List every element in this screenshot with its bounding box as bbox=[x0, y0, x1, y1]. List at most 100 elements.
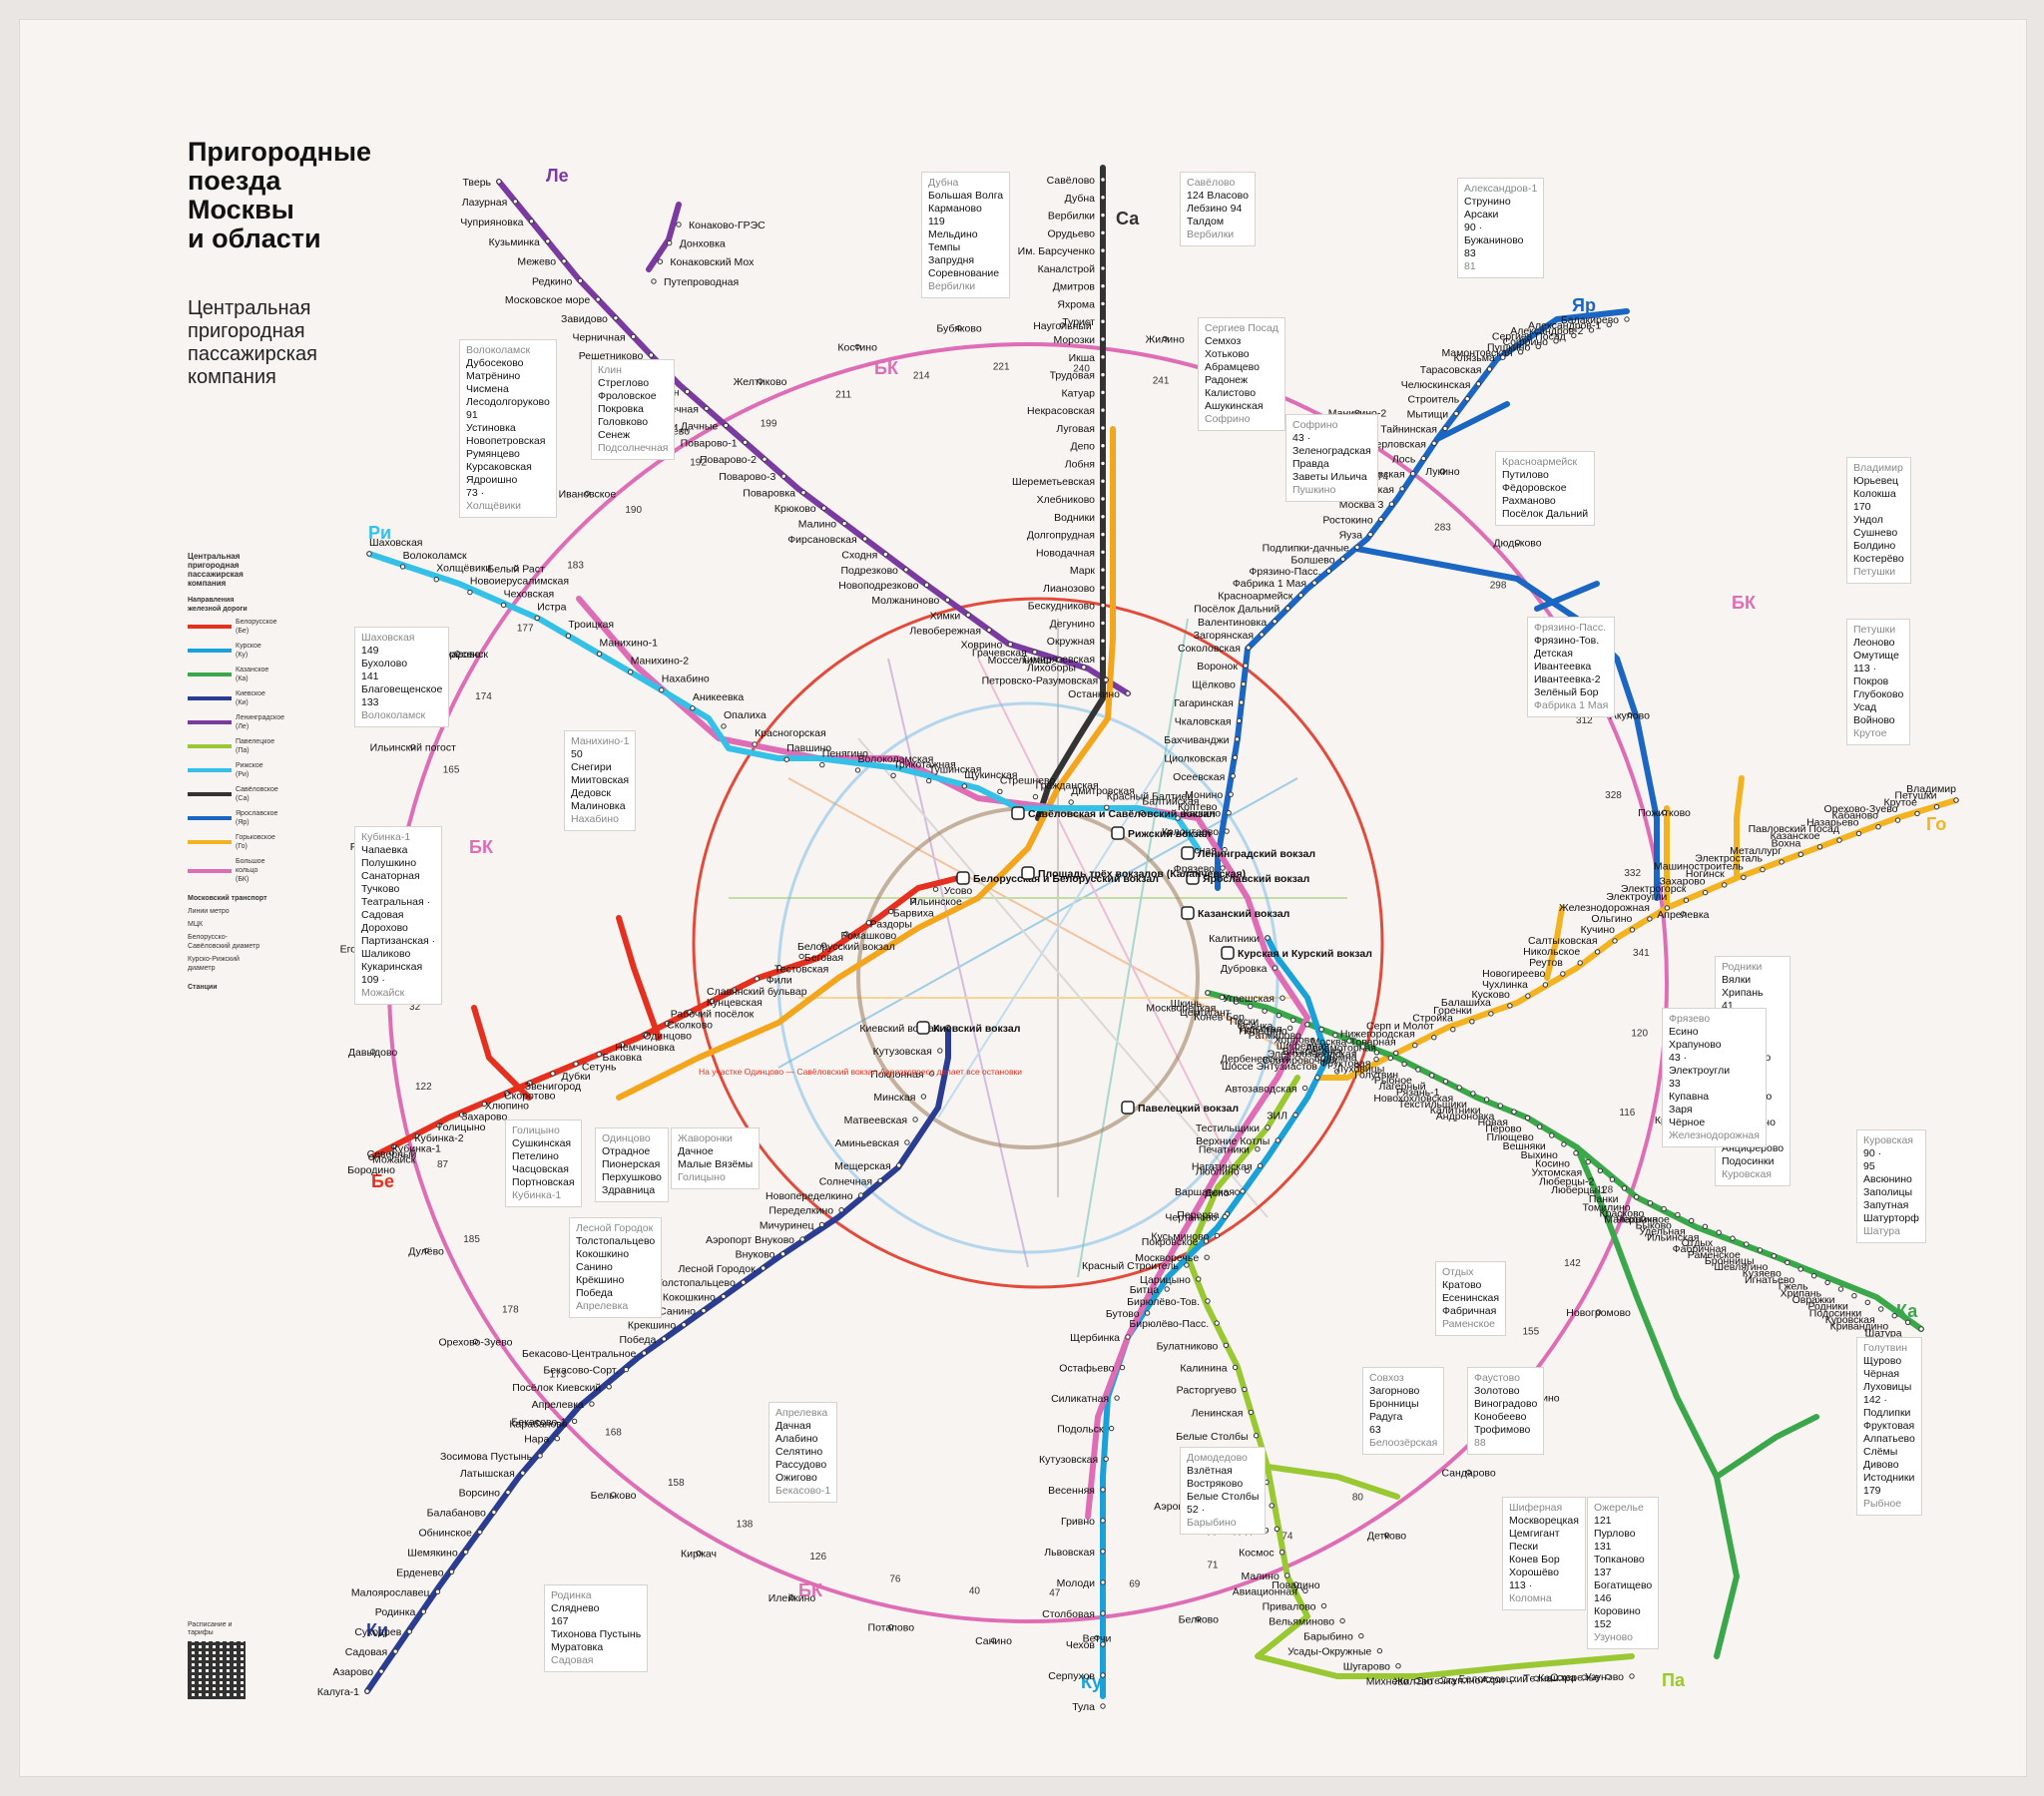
station-label[interactable]: Верхние Котлы bbox=[1196, 1135, 1270, 1147]
station-label[interactable]: Поварово-3 bbox=[719, 471, 775, 483]
station-label[interactable]: Сергиев Посад bbox=[1492, 330, 1566, 342]
station-dot[interactable] bbox=[1373, 1056, 1379, 1063]
station-dot[interactable] bbox=[1605, 1673, 1611, 1680]
station-dot[interactable] bbox=[1144, 1310, 1151, 1316]
station-dot[interactable] bbox=[1302, 1587, 1308, 1594]
station-dot[interactable] bbox=[554, 1436, 560, 1442]
station-label[interactable]: Холщёвики bbox=[436, 563, 491, 575]
station-dot[interactable] bbox=[505, 1489, 511, 1496]
station-dot[interactable] bbox=[1339, 1617, 1345, 1624]
station-dot[interactable] bbox=[1387, 1055, 1394, 1062]
station-label[interactable]: Бронницы bbox=[1705, 1255, 1755, 1267]
station-label[interactable]: Машиностроитель bbox=[1654, 860, 1745, 872]
station-dot[interactable] bbox=[1220, 865, 1226, 871]
station-dot[interactable] bbox=[1413, 1678, 1420, 1684]
station-dot[interactable] bbox=[1689, 1217, 1695, 1224]
station-dot[interactable] bbox=[1647, 916, 1653, 922]
station-dot[interactable] bbox=[690, 705, 696, 711]
station-dot[interactable] bbox=[877, 1177, 883, 1184]
station-label[interactable]: Матвеевская bbox=[844, 1115, 907, 1126]
station-dot[interactable] bbox=[1346, 1038, 1352, 1044]
station-label[interactable]: Тарасовская bbox=[1420, 364, 1482, 376]
station-dot[interactable] bbox=[1094, 1634, 1100, 1641]
station-label[interactable]: Цемгигант bbox=[1180, 1007, 1231, 1019]
station-label[interactable]: Карабаново bbox=[509, 1419, 567, 1431]
station-label[interactable]: Белые Столбы bbox=[1176, 1431, 1248, 1443]
terminal-marker[interactable] bbox=[1221, 946, 1235, 960]
station-dot[interactable] bbox=[932, 886, 939, 892]
station-dot[interactable] bbox=[1279, 995, 1285, 1001]
station-dot[interactable] bbox=[1032, 649, 1038, 656]
station-label[interactable]: Раменское bbox=[1688, 1249, 1741, 1261]
line-ka-golutvin[interactable] bbox=[1714, 1414, 1819, 1480]
station-label[interactable]: Назарьево bbox=[1806, 816, 1859, 828]
station-dot[interactable] bbox=[1100, 389, 1106, 395]
station-label[interactable]: Одинцово bbox=[643, 1031, 692, 1043]
station-dot[interactable] bbox=[1292, 1112, 1298, 1119]
station-dot[interactable] bbox=[630, 333, 637, 340]
station-label[interactable]: Ветчи bbox=[1083, 1632, 1112, 1644]
station-label[interactable]: Жилёво bbox=[1394, 1676, 1433, 1688]
station-dot[interactable] bbox=[742, 439, 749, 445]
station-label[interactable]: Дмитровская bbox=[1071, 785, 1135, 797]
station-label[interactable]: Редкино bbox=[532, 276, 573, 288]
station-dot[interactable] bbox=[1609, 1176, 1616, 1182]
station-dot[interactable] bbox=[926, 777, 932, 784]
station-label[interactable]: Чуприяновка bbox=[460, 217, 523, 228]
station-dot[interactable] bbox=[1716, 1229, 1722, 1235]
station-dot[interactable] bbox=[1286, 1025, 1293, 1031]
station-label[interactable]: Жилино bbox=[1146, 333, 1185, 345]
station-label[interactable]: Минская bbox=[873, 1092, 915, 1104]
line-yar-krasnoarmeysk[interactable] bbox=[1434, 401, 1510, 442]
station-label[interactable]: ЗИЛ bbox=[1267, 1110, 1287, 1122]
station-label[interactable]: Варшавская bbox=[1175, 1186, 1235, 1198]
station-dot[interactable] bbox=[1240, 1188, 1246, 1194]
station-dot[interactable] bbox=[1442, 1079, 1449, 1085]
station-label[interactable]: Валентиновка bbox=[1198, 617, 1267, 629]
station-label[interactable]: Мытищи bbox=[1407, 409, 1449, 421]
station-label[interactable]: Лазурная bbox=[462, 197, 508, 209]
station-label[interactable]: Ратмирово bbox=[1249, 1030, 1301, 1042]
station-label[interactable]: Дегунино bbox=[1050, 618, 1095, 630]
station-dot[interactable] bbox=[1139, 810, 1146, 816]
station-dot[interactable] bbox=[392, 1648, 398, 1654]
station-dot[interactable] bbox=[661, 1336, 667, 1342]
station-label[interactable]: Новая bbox=[1478, 1117, 1508, 1128]
station-dot[interactable] bbox=[1577, 960, 1583, 966]
station-dot[interactable] bbox=[1442, 425, 1448, 432]
station-label[interactable]: Молжаниново bbox=[871, 595, 939, 607]
station-label[interactable]: Ростокино bbox=[1322, 514, 1372, 526]
station-label[interactable]: Вельяминово bbox=[1269, 1616, 1334, 1628]
station-dot[interactable] bbox=[420, 1608, 427, 1614]
station-label[interactable]: Обнинское bbox=[419, 1527, 472, 1539]
station-label[interactable]: Москворечье bbox=[1135, 1252, 1199, 1264]
station-dot[interactable] bbox=[573, 1061, 579, 1067]
station-dot[interactable] bbox=[1664, 905, 1671, 911]
station-label[interactable]: Крюково bbox=[774, 503, 816, 515]
station-label[interactable]: Лихоборы bbox=[1027, 663, 1076, 674]
station-label[interactable]: Вохна bbox=[1772, 837, 1801, 849]
station-dot[interactable] bbox=[1242, 1386, 1248, 1393]
station-label[interactable]: Волоколамская bbox=[858, 753, 934, 765]
station-dot[interactable] bbox=[1376, 1647, 1383, 1654]
station-label[interactable]: Тестильщики bbox=[1196, 1122, 1260, 1134]
station-label[interactable]: Бахчиванджи bbox=[1164, 734, 1229, 746]
station-dot[interactable] bbox=[1595, 1309, 1602, 1315]
station-label[interactable]: Аминьевская bbox=[835, 1137, 899, 1149]
station-label[interactable]: Ерденево bbox=[396, 1567, 444, 1578]
station-dot[interactable] bbox=[1243, 663, 1249, 669]
station-label[interactable]: Апрелевка bbox=[532, 1399, 584, 1411]
station-label[interactable]: Депо bbox=[1071, 441, 1096, 453]
station-dot[interactable] bbox=[997, 788, 1003, 794]
station-dot[interactable] bbox=[399, 564, 406, 570]
station-label[interactable]: Дмитров bbox=[1053, 281, 1096, 293]
station-label[interactable]: Кутузовская bbox=[873, 1046, 932, 1058]
station-dot[interactable] bbox=[1100, 1549, 1106, 1555]
station-label[interactable]: Щёлково bbox=[1192, 679, 1236, 691]
station-dot[interactable] bbox=[1453, 410, 1459, 417]
station-dot[interactable] bbox=[1100, 620, 1106, 627]
station-label[interactable]: Путепроводная bbox=[664, 276, 739, 288]
station-dot[interactable] bbox=[1257, 1162, 1264, 1169]
station-label[interactable]: Хлебниково bbox=[1037, 494, 1096, 506]
station-label[interactable]: Конаковский Мох bbox=[670, 256, 755, 268]
